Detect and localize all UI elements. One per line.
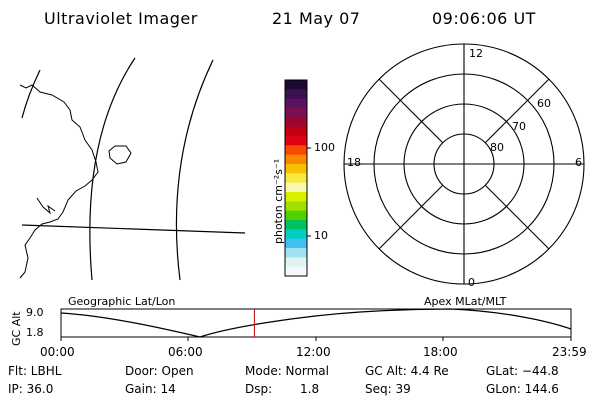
lat-label-70: 70 — [512, 120, 526, 133]
mlt-label-18: 18 — [347, 156, 361, 169]
timeline-left-title: Geographic Lat/Lon — [68, 295, 176, 308]
colorbar-swatch — [285, 257, 307, 268]
colorbar-tick-100: 100 — [314, 141, 335, 154]
lat-label-80: 80 — [490, 141, 504, 154]
gain-info: Gain: 14 — [125, 382, 176, 396]
colorbar-tick-10: 10 — [314, 229, 328, 242]
coastline — [19, 84, 99, 279]
instrument-title: Ultraviolet Imager — [44, 9, 198, 28]
seq-info: Seq: 39 — [365, 382, 411, 396]
island-outline — [108, 145, 132, 165]
colorbar-swatch — [285, 108, 307, 118]
ip-info: IP: 36.0 — [8, 382, 54, 396]
timeline-right-title: Apex MLat/MLT — [424, 295, 507, 308]
colorbar-swatch — [285, 192, 307, 202]
colorbar-swatch — [285, 248, 307, 258]
timeline-ytick-high: 9.0 — [26, 306, 44, 319]
glon-info: GLon: 144.6 — [486, 382, 559, 396]
colorbar-swatch — [285, 89, 307, 100]
date-label: 21 May 07 — [272, 9, 361, 28]
polar-diagonal — [378, 184, 444, 250]
mlt-label-6: 6 — [575, 156, 582, 169]
timeline-xtick-0: 00:00 — [40, 345, 75, 359]
time-label: 09:06:06 UT — [432, 9, 536, 28]
colorbar-frame — [284, 79, 308, 277]
gc-alt-info: GC Alt: 4.4 Re — [365, 364, 449, 378]
latitude-line — [21, 224, 246, 234]
lat-label-60: 60 — [537, 97, 551, 110]
colorbar-swatch — [285, 201, 307, 212]
colorbar-swatch — [285, 80, 307, 90]
timeline-xtick-2: 12:00 — [296, 345, 331, 359]
mlt-label-12: 12 — [469, 47, 483, 60]
door-info: Door: Open — [125, 364, 194, 378]
colorbar-swatch — [285, 145, 307, 156]
dsp-value: 1.8 — [300, 382, 320, 396]
colorbar-swatch — [285, 182, 307, 193]
timeline-ytick-low: 1.8 — [26, 326, 44, 339]
timeline-xtick-4: 23:59 — [552, 345, 587, 359]
colorbar-swatch — [285, 154, 307, 165]
colorbar-swatch — [285, 164, 307, 174]
colorbar-swatch — [285, 98, 307, 109]
mlt-label-0: 0 — [468, 276, 475, 289]
meridian-line — [89, 57, 136, 281]
mode-info: Mode: Normal — [245, 364, 329, 378]
meridian-line — [21, 69, 41, 119]
filter-info: Flt: LBHL — [8, 364, 62, 378]
timeline-xtick-1: 06:00 — [168, 345, 203, 359]
colorbar-swatch — [285, 229, 307, 240]
dsp-label: Dsp: — [245, 382, 273, 396]
timeline-xtick-3: 18:00 — [423, 345, 458, 359]
coastline — [36, 197, 56, 215]
polar-diagonal — [484, 78, 550, 144]
colorbar-swatch — [285, 210, 307, 221]
colorbar-swatch — [285, 238, 307, 249]
colorbar-swatch — [285, 173, 307, 184]
colorbar-swatch — [285, 136, 307, 146]
colorbar-swatch — [285, 117, 307, 128]
colorbar-swatch — [285, 126, 307, 137]
meridian-line — [175, 59, 214, 281]
colorbar-swatch — [285, 266, 307, 277]
polar-diagonal — [484, 184, 550, 250]
polar-diagonal — [378, 78, 444, 144]
colorbar-swatch — [285, 220, 307, 230]
glat-info: GLat: −44.8 — [486, 364, 559, 378]
altitude-curve — [60, 308, 572, 338]
